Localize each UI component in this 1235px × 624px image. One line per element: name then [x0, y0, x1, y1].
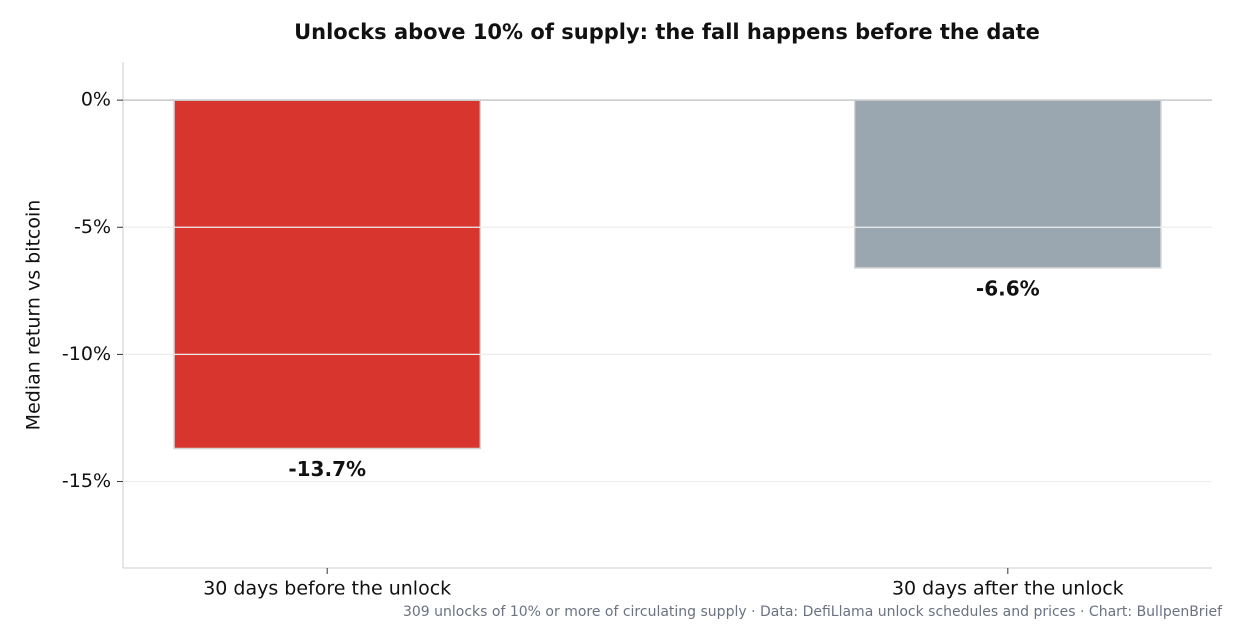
- x-tick-label: 30 days after the unlock: [892, 578, 1124, 600]
- y-tick-label: -15%: [62, 470, 111, 492]
- y-tick-label: -10%: [62, 343, 111, 365]
- x-tick-label: 30 days before the unlock: [203, 578, 451, 600]
- value-label: -13.7%: [288, 457, 366, 481]
- value-label: -6.6%: [976, 276, 1040, 300]
- footnote: 309 unlocks of 10% or more of circulatin…: [403, 604, 1223, 620]
- y-tick-label: 0%: [81, 89, 111, 111]
- bar: [173, 99, 482, 450]
- chart-title: Unlocks above 10% of supply: the fall ha…: [294, 20, 1040, 44]
- y-tick-label: -5%: [74, 216, 111, 238]
- bar: [853, 99, 1162, 269]
- y-axis-label: Median return vs bitcoin: [23, 200, 45, 431]
